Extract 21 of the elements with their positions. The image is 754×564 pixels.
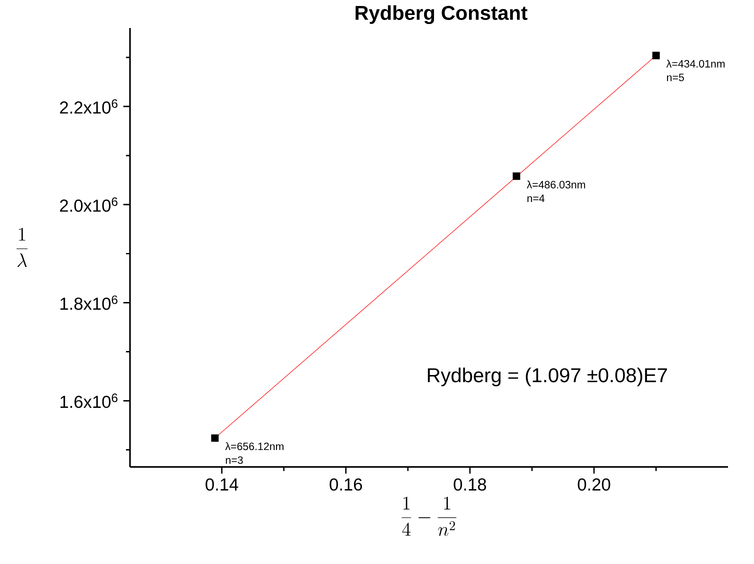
point — [652, 52, 660, 60]
annotation: n=3 — [226, 456, 243, 464]
y-tick-label: 2.0x10$^{6}$ — [60, 197, 118, 212]
x-tick-label: 0.14 — [206, 478, 238, 491]
chart-title: Rydberg Constant — [356, 5, 528, 24]
x-tick-label: 0.16 — [330, 478, 362, 491]
point — [512, 172, 520, 180]
y-axis-title: $\frac{1}{\lambda}$ — [16, 228, 28, 267]
annotation: Rydberg = (1.097 ±0.08)E7 — [428, 368, 667, 386]
x-tick-label: 0.20 — [578, 478, 610, 491]
x-axis-title: $\frac{1}{4}-\frac{1}{n^{2}}$ — [402, 496, 456, 536]
annotation: λ=486.03nm — [526, 180, 586, 188]
y-tick-label: 1.8x10$^{6}$ — [60, 295, 118, 310]
annotation: λ=434.01nm — [666, 60, 725, 68]
x-tick-label: 0.18 — [454, 478, 486, 491]
y-tick-label: 2.2x10$^{6}$ — [60, 99, 118, 114]
point — [211, 434, 219, 442]
annotation: n=5 — [667, 74, 684, 82]
annotation: λ=656.12nm — [225, 442, 284, 450]
y-tick-label: 1.6x10$^{6}$ — [60, 394, 118, 408]
annotation: n=4 — [527, 194, 545, 202]
